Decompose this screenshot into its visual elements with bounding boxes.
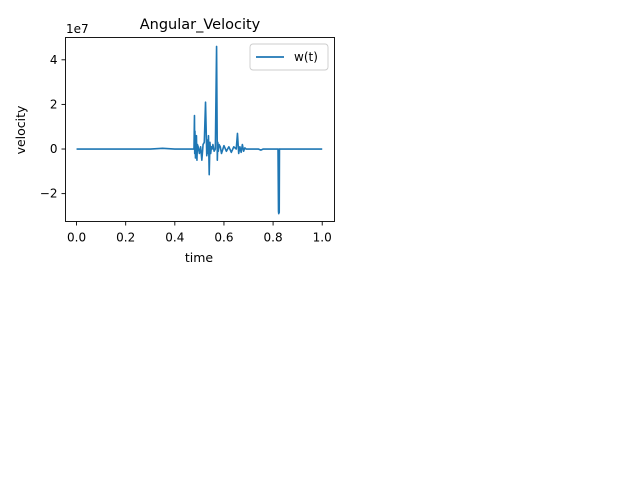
- y-axis-label: velocity: [13, 105, 28, 154]
- y-offset-label: 1e7: [66, 22, 89, 36]
- plot-frame: [65, 37, 335, 222]
- y-tick-label: 4: [50, 53, 58, 67]
- y-tick-label: 2: [50, 97, 58, 111]
- x-tick-label: 0.4: [165, 231, 184, 245]
- legend: w(t): [249, 43, 329, 71]
- chart-title: Angular_Velocity: [140, 17, 261, 33]
- y-tick-label: 0: [50, 142, 58, 156]
- x-axis-ticks: 0.0 0.2 0.4 0.6 0.8 1.0: [67, 221, 332, 245]
- y-axis-ticks: −2 0 2 4: [40, 53, 66, 201]
- x-tick-label: 0.2: [116, 231, 135, 245]
- x-tick-label: 0.6: [214, 231, 233, 245]
- x-tick-label: 1.0: [313, 231, 332, 245]
- legend-label: w(t): [294, 50, 318, 64]
- legend-box: [249, 43, 329, 71]
- x-tick-label: 0.8: [264, 231, 283, 245]
- y-tick-label: −2: [40, 187, 58, 201]
- x-axis-label: time: [185, 250, 214, 265]
- x-tick-label: 0.0: [67, 231, 86, 245]
- series-line-w: [76, 45, 323, 215]
